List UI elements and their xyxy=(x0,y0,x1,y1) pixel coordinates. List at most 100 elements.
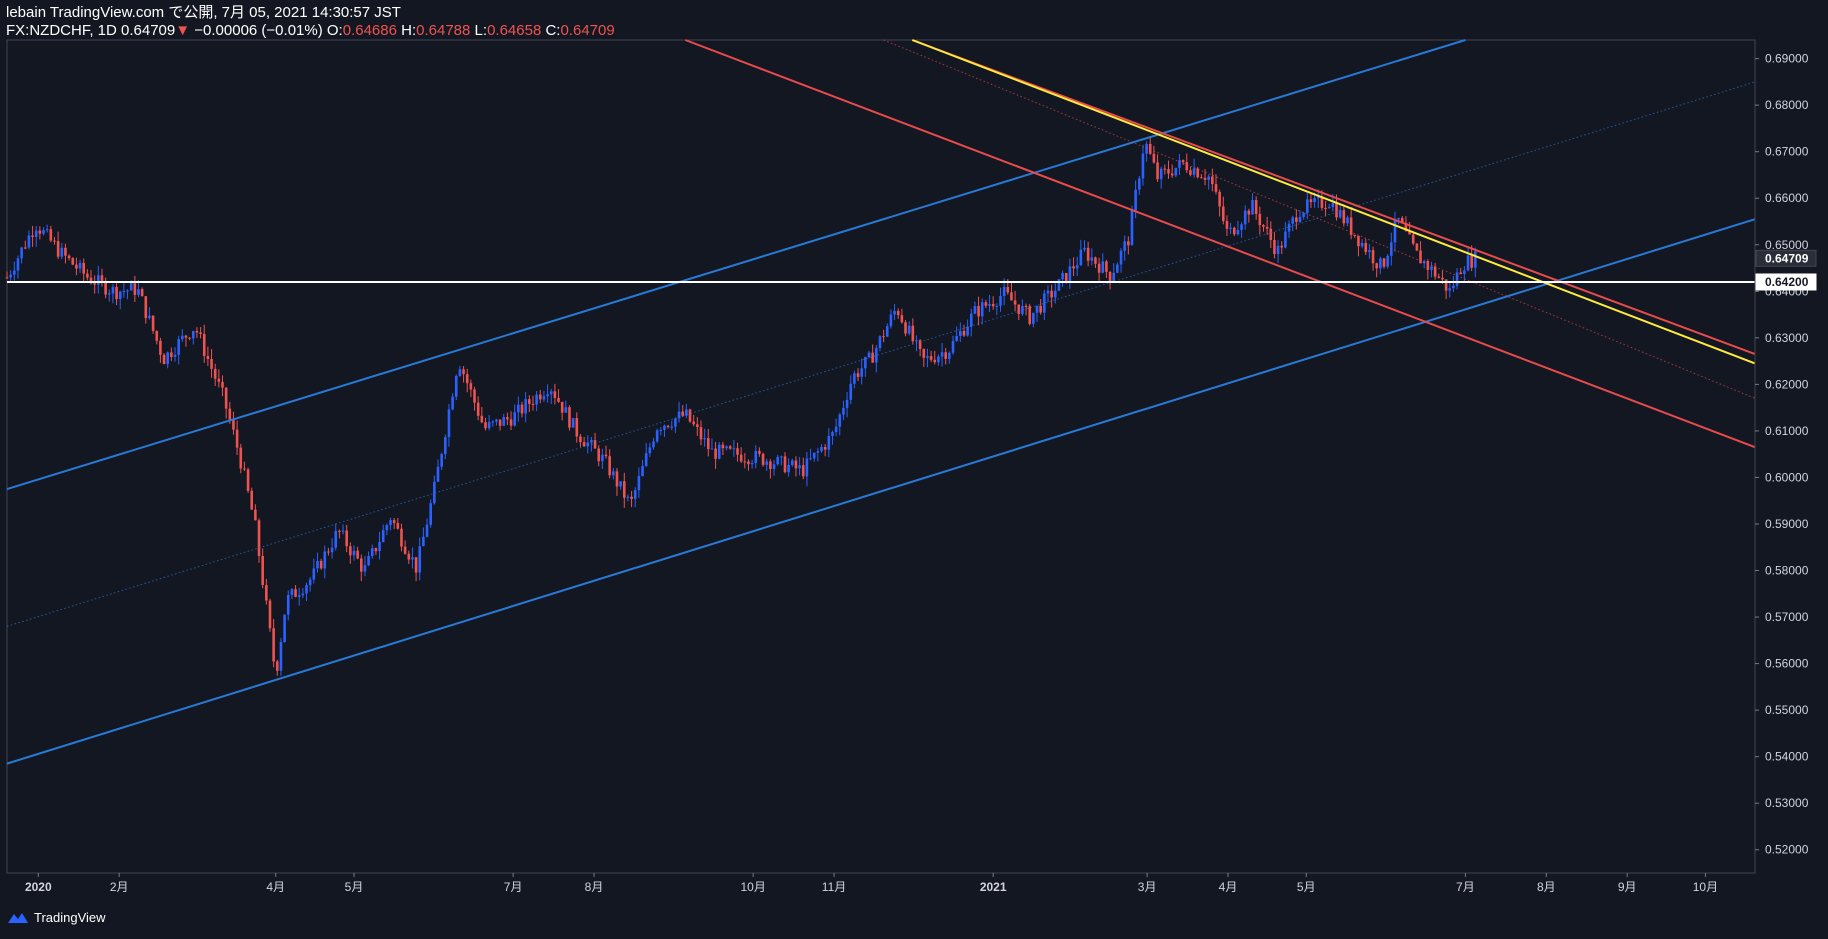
candle-body xyxy=(495,419,498,422)
candle-body xyxy=(1273,239,1276,255)
candle-body xyxy=(940,352,944,357)
candle-body xyxy=(56,241,60,257)
candle-body xyxy=(13,270,16,275)
price-tick-label: 0.63000 xyxy=(1765,331,1809,345)
candle-body xyxy=(1050,290,1053,298)
price-tick-label: 0.65000 xyxy=(1765,238,1809,252)
candle-body xyxy=(896,310,900,316)
candle-body xyxy=(747,461,750,465)
candle-body xyxy=(878,336,882,348)
candle-body xyxy=(319,560,323,569)
price-tick-label: 0.54000 xyxy=(1765,750,1809,764)
candle-body xyxy=(305,585,308,594)
candle-body xyxy=(1364,242,1368,252)
candle-body xyxy=(301,593,305,596)
candle-body xyxy=(1258,213,1262,226)
candle-body xyxy=(389,520,392,526)
candle-body xyxy=(794,460,798,469)
candle-body xyxy=(732,448,736,450)
time-axis[interactable]: 2020 2月 4月 5月 7月 8月 10月 11月 2021 3月 4月 5月 7月 8月 9月 10月 xyxy=(7,872,1755,894)
ohlc-line: FX:NZDCHF, 1D 0.64709▼ −0.00006 (−0.01%)… xyxy=(6,22,615,40)
candle-body xyxy=(1185,162,1189,171)
candle-body xyxy=(1196,168,1200,178)
candle-body xyxy=(889,314,893,327)
candle-body xyxy=(374,548,378,552)
high-value: 0.64788 xyxy=(416,22,471,39)
candle-body xyxy=(162,354,166,365)
candle-body xyxy=(728,446,732,449)
candle-body xyxy=(546,394,549,397)
price-tick-label: 0.62000 xyxy=(1765,377,1809,391)
candle-body xyxy=(812,452,816,459)
candle-body xyxy=(966,326,969,336)
candle-body xyxy=(308,579,312,586)
candle-body xyxy=(418,546,422,573)
candle-body xyxy=(893,310,896,315)
candle-body xyxy=(246,469,250,491)
candle-body xyxy=(1130,210,1134,246)
candle-body xyxy=(663,425,666,430)
candle-body xyxy=(338,530,341,532)
candle-body xyxy=(20,247,23,259)
candle-body xyxy=(597,448,601,462)
candle-body xyxy=(1046,290,1050,294)
candle-body xyxy=(685,409,688,416)
trendline-line xyxy=(911,39,1756,365)
level-price-label-box xyxy=(1755,273,1817,291)
candle-body xyxy=(1006,287,1010,293)
candle-body xyxy=(560,401,564,413)
candle-body xyxy=(787,464,790,473)
candle-body xyxy=(363,565,367,572)
candle-body xyxy=(491,421,495,423)
candle-body xyxy=(1024,305,1028,307)
candle-body xyxy=(1251,200,1254,215)
price-tick-label: 0.57000 xyxy=(1765,610,1809,624)
candle-body xyxy=(232,419,235,430)
candle-body xyxy=(1298,216,1302,222)
candle-body xyxy=(188,337,191,339)
candle-body xyxy=(900,315,904,323)
candle-body xyxy=(688,409,692,422)
down-arrow-icon: ▼ xyxy=(175,22,191,39)
candle-body xyxy=(513,412,517,426)
candle-body xyxy=(444,437,447,454)
candle-body xyxy=(564,407,568,413)
candle-body xyxy=(359,558,363,572)
candle-body xyxy=(838,414,842,427)
time-tick-label: 2月 xyxy=(110,880,129,894)
candle-body xyxy=(111,286,115,294)
time-tick-label: 3月 xyxy=(1138,880,1157,894)
candle-body xyxy=(1229,227,1232,229)
candle-body xyxy=(988,303,991,306)
price-axis[interactable]: 0.690000.680000.670000.660000.650000.640… xyxy=(1754,40,1809,873)
price-tick-label: 0.69000 xyxy=(1765,52,1809,66)
candle-body xyxy=(904,322,907,334)
candle-body xyxy=(414,557,418,573)
candle-body xyxy=(392,520,396,524)
candle-body xyxy=(275,661,279,671)
candle-body xyxy=(520,404,524,414)
candle-body xyxy=(1119,250,1123,265)
candle-body xyxy=(706,438,710,450)
time-tick-label: 4月 xyxy=(266,880,285,894)
candle-body xyxy=(1221,206,1225,222)
candle-body xyxy=(210,359,213,369)
candle-body xyxy=(265,585,268,601)
candle-body xyxy=(250,490,254,510)
candle-body xyxy=(955,335,958,341)
plot-border xyxy=(6,39,1756,874)
candle-body xyxy=(973,306,977,314)
candle-body xyxy=(517,404,520,413)
candle-body xyxy=(290,589,294,595)
price-labels: 0.64709 0.64200 xyxy=(1755,249,1817,291)
candle-body xyxy=(367,556,370,566)
candle-body xyxy=(316,560,319,569)
candle-body xyxy=(184,335,188,338)
candle-body xyxy=(1083,247,1086,250)
candle-body xyxy=(568,407,571,428)
candle-body xyxy=(1072,266,1075,269)
candle-body xyxy=(641,465,644,476)
candle-body xyxy=(1397,217,1400,220)
candle-body xyxy=(790,460,794,465)
